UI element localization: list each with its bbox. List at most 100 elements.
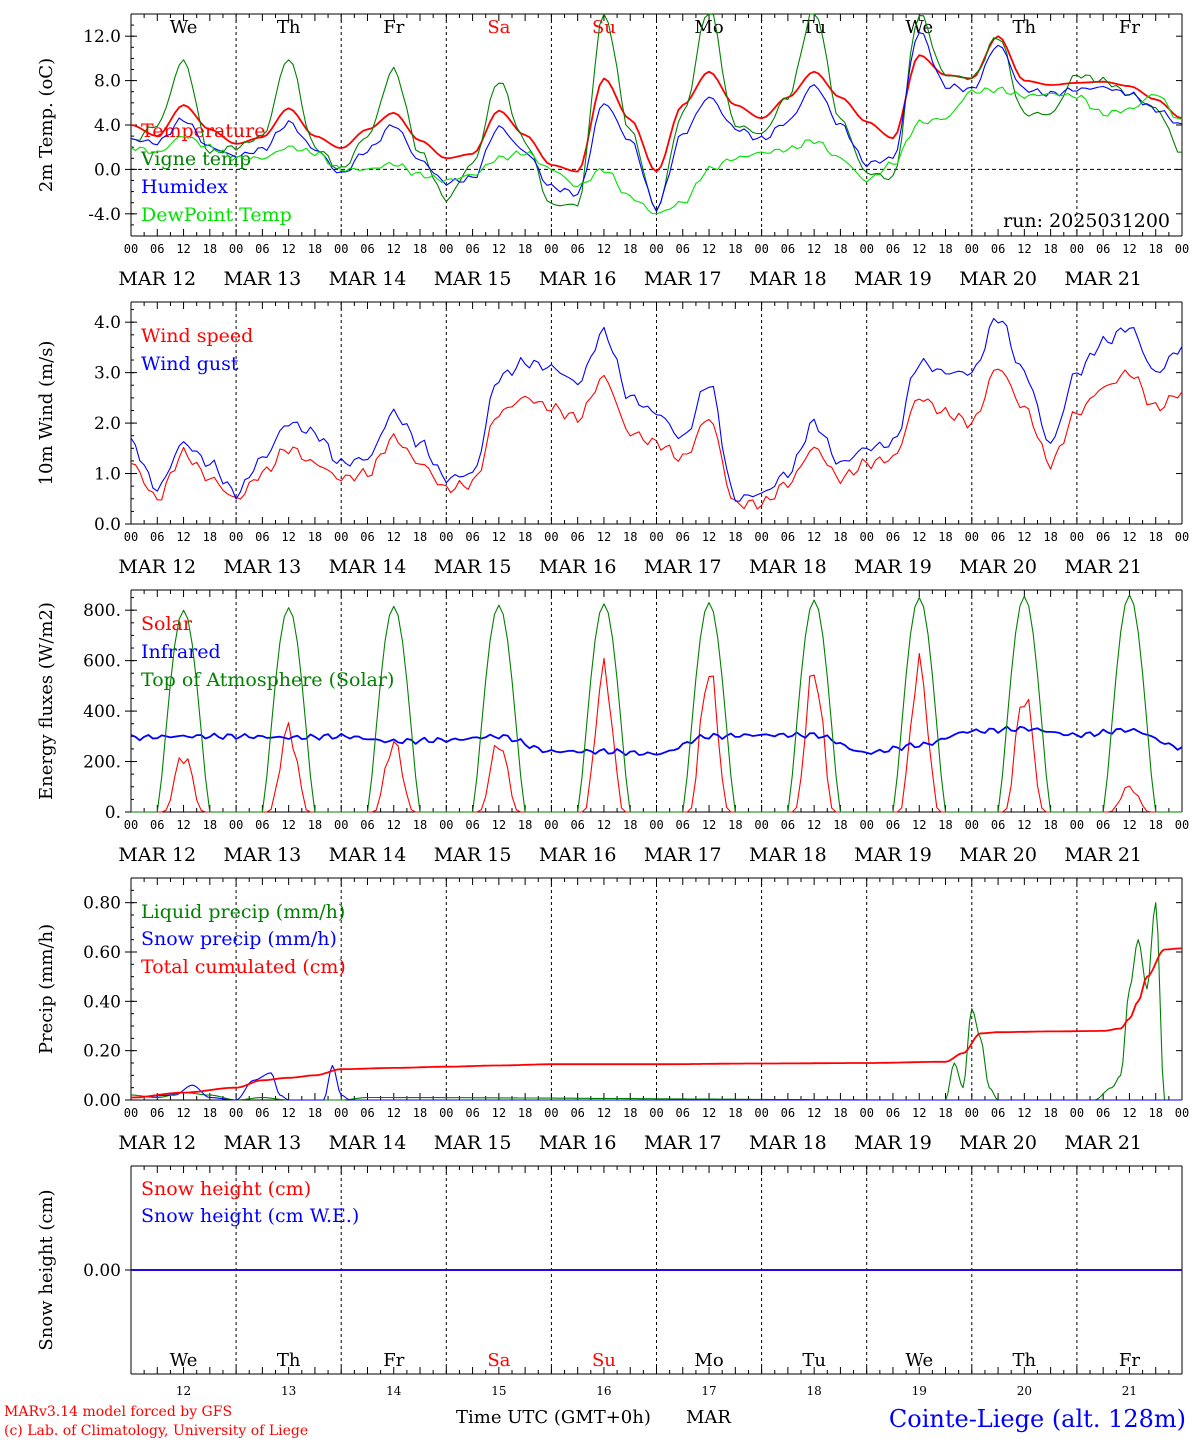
hour-tick-label: 00 (1070, 1106, 1084, 1120)
hour-tick-label: 00 (544, 530, 558, 544)
hour-tick-label: 12 (597, 530, 611, 544)
hour-tick-label: 12 (597, 1106, 611, 1120)
date-label: MAR 13 (224, 268, 302, 290)
hour-tick-label: 06 (255, 1106, 269, 1120)
hour-tick-label: 12 (1122, 530, 1136, 544)
hour-tick-label: 18 (623, 818, 637, 832)
hour-tick-label: 06 (255, 530, 269, 544)
y-tick-label: 0. (105, 803, 121, 823)
hour-tick-label: 12 (597, 242, 611, 256)
legend-entry: Temperature (141, 120, 265, 142)
y-tick-label: 600. (83, 652, 121, 672)
legend-entry: Snow height (cm W.E.) (141, 1205, 359, 1227)
hour-tick-label: 18 (1148, 530, 1162, 544)
hour-tick-label: 06 (676, 530, 690, 544)
hour-tick-label: 00 (1070, 242, 1084, 256)
y-tick-label: 0.00 (83, 1261, 121, 1281)
date-label: MAR 13 (224, 556, 302, 578)
hour-tick-label: 00 (439, 1106, 453, 1120)
footer-xlabel: Time UTC (GMT+0h) (456, 1407, 651, 1428)
day-of-week-label: Fr (383, 17, 404, 38)
date-label: MAR 18 (749, 268, 827, 290)
day-of-week-label: Fr (383, 1350, 404, 1371)
hour-tick-label: 18 (203, 530, 217, 544)
hour-tick-label: 00 (754, 530, 768, 544)
hour-tick-label: 12 (281, 1106, 295, 1120)
hour-tick-label: 00 (754, 1106, 768, 1120)
hour-tick-label: 06 (781, 242, 795, 256)
date-label: MAR 12 (118, 556, 196, 578)
hour-tick-label: 06 (570, 242, 584, 256)
hour-tick-label: 12 (387, 1106, 401, 1120)
hour-tick-label: 12 (912, 818, 926, 832)
y-tick-label: 0.20 (83, 1042, 121, 1062)
hour-tick-label: 12 (176, 530, 190, 544)
hour-tick-label: 06 (991, 1106, 1005, 1120)
hour-tick-label: 18 (1148, 1106, 1162, 1120)
day-number-label: 17 (701, 1384, 716, 1398)
day-of-week-label: Sa (487, 17, 510, 38)
hour-tick-label: 18 (1148, 818, 1162, 832)
hour-tick-label: 18 (728, 1106, 742, 1120)
day-number-label: 20 (1017, 1384, 1032, 1398)
day-number-label: 16 (596, 1384, 611, 1398)
hour-tick-label: 18 (413, 242, 427, 256)
date-label: MAR 15 (434, 268, 512, 290)
hour-tick-label: 12 (492, 1106, 506, 1120)
hour-tick-label: 12 (176, 818, 190, 832)
y-tick-label: 200. (83, 753, 121, 773)
date-label: MAR 14 (329, 556, 407, 578)
legend-entry: Top of Atmosphere (Solar) (141, 669, 394, 691)
series-precip-2 (131, 947, 1183, 1099)
date-label: MAR 18 (749, 556, 827, 578)
hour-tick-label: 12 (807, 530, 821, 544)
panel-temp (125, 13, 1183, 237)
date-label: MAR 21 (1064, 268, 1142, 290)
hour-tick-label: 12 (1017, 530, 1031, 544)
day-number-label: 13 (281, 1384, 296, 1398)
legend-entry: Infrared (141, 641, 221, 663)
hour-tick-label: 12 (807, 242, 821, 256)
hour-tick-label: 00 (229, 242, 243, 256)
run-label: run: 2025031200 (1003, 210, 1170, 232)
hour-tick-label: 00 (334, 1106, 348, 1120)
hour-tick-label: 12 (1017, 242, 1031, 256)
day-number-label: 18 (807, 1384, 822, 1398)
hour-tick-label: 00 (649, 818, 663, 832)
hour-tick-label: 00 (649, 1106, 663, 1120)
hour-tick-label: 18 (1043, 242, 1057, 256)
hour-tick-label: 18 (938, 1106, 952, 1120)
y-tick-label: 800. (83, 601, 121, 621)
date-label: MAR 20 (959, 1132, 1037, 1154)
hour-tick-label: 00 (544, 1106, 558, 1120)
hour-tick-label: 00 (859, 242, 873, 256)
hour-tick-label: 06 (465, 242, 479, 256)
series-temp-0 (130, 35, 1183, 173)
date-label: MAR 20 (959, 844, 1037, 866)
hour-tick-label: 00 (965, 530, 979, 544)
date-label: MAR 19 (854, 556, 932, 578)
hour-tick-label: 12 (176, 1106, 190, 1120)
hour-tick-label: 06 (676, 818, 690, 832)
hour-tick-label: 00 (124, 818, 138, 832)
hour-tick-label: 18 (413, 1106, 427, 1120)
hour-tick-label: 12 (387, 818, 401, 832)
legend-entry: Snow precip (mm/h) (141, 928, 337, 950)
hour-tick-label: 18 (203, 242, 217, 256)
footer-model: MARv3.14 model forced by GFS (4, 1404, 232, 1420)
date-label: MAR 15 (434, 556, 512, 578)
hour-tick-label: 12 (281, 818, 295, 832)
hour-tick-label: 00 (1175, 1106, 1189, 1120)
hour-tick-label: 12 (912, 242, 926, 256)
hour-tick-label: 18 (413, 530, 427, 544)
day-of-week-label: We (170, 17, 198, 38)
legend-entry: Snow height (cm) (141, 1178, 311, 1200)
y-tick-label: 0.00 (83, 1091, 121, 1111)
hour-tick-label: 18 (623, 530, 637, 544)
hour-tick-label: 06 (1096, 242, 1110, 256)
hour-tick-label: 06 (676, 242, 690, 256)
date-label: MAR 19 (854, 844, 932, 866)
hour-tick-label: 00 (334, 242, 348, 256)
hour-tick-label: 18 (518, 242, 532, 256)
hour-tick-label: 18 (308, 1106, 322, 1120)
